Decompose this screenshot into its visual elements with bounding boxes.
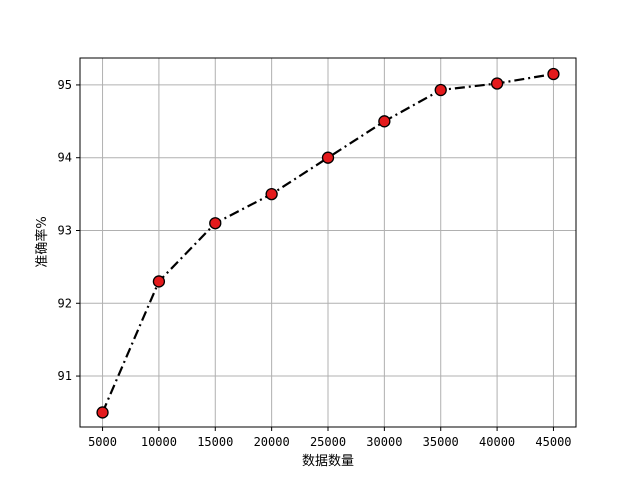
x-tick-label: 15000 [197,435,233,449]
x-axis-label: 数据数量 [302,454,354,469]
grid [80,58,576,427]
y-axis-label: 准确率% [34,216,50,267]
data-point-marker [152,275,166,288]
plot-area-frame [79,57,577,428]
data-point-marker [209,217,222,230]
data-point-marker [378,115,391,128]
x-tick-label: 40000 [479,435,515,449]
data-point-marker [547,67,560,81]
y-tick-label: 95 [58,78,72,92]
data-point-marker [490,77,504,90]
data-point-marker [96,406,109,419]
data-point-marker [434,83,447,97]
x-tick-label: 10000 [141,435,177,449]
x-tick-label: 35000 [423,435,459,449]
y-tick-label: 94 [58,151,72,165]
data-point-marker [265,187,278,201]
y-tick-label: 93 [58,223,72,237]
x-tick-label: 25000 [310,435,346,449]
x-tick-label: 30000 [366,435,402,449]
y-tick-label: 91 [58,369,72,383]
ticks: 5000 10000 15000 20000 25000 30000 35000 40000 4… [58,78,572,449]
x-tick-label: 20000 [254,435,290,449]
series [96,67,560,419]
data-point-marker [321,151,335,164]
x-tick-label: 5000 [88,435,117,449]
x-tick-label: 45000 [535,435,571,449]
y-tick-label: 92 [58,296,72,310]
